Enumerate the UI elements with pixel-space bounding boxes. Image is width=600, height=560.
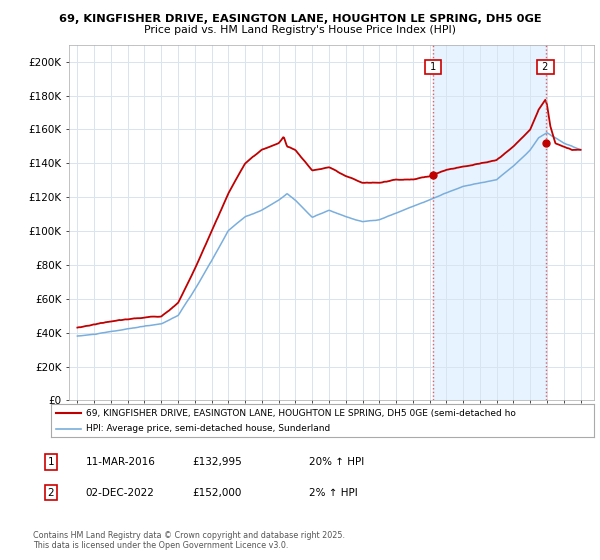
Text: 20% ↑ HPI: 20% ↑ HPI xyxy=(309,457,364,467)
Text: HPI: Average price, semi-detached house, Sunderland: HPI: Average price, semi-detached house,… xyxy=(86,424,331,433)
Text: 1: 1 xyxy=(47,457,55,467)
Text: Contains HM Land Registry data © Crown copyright and database right 2025.
This d: Contains HM Land Registry data © Crown c… xyxy=(33,530,345,550)
Text: £152,000: £152,000 xyxy=(192,488,241,498)
Text: 2% ↑ HPI: 2% ↑ HPI xyxy=(309,488,358,498)
Text: 11-MAR-2016: 11-MAR-2016 xyxy=(86,457,155,467)
Text: 1: 1 xyxy=(427,62,439,72)
Text: 02-DEC-2022: 02-DEC-2022 xyxy=(86,488,155,498)
Text: 69, KINGFISHER DRIVE, EASINGTON LANE, HOUGHTON LE SPRING, DH5 0GE: 69, KINGFISHER DRIVE, EASINGTON LANE, HO… xyxy=(59,14,541,24)
Text: £132,995: £132,995 xyxy=(192,457,242,467)
Text: Price paid vs. HM Land Registry's House Price Index (HPI): Price paid vs. HM Land Registry's House … xyxy=(144,25,456,35)
Text: 2: 2 xyxy=(47,488,55,498)
Text: 69, KINGFISHER DRIVE, EASINGTON LANE, HOUGHTON LE SPRING, DH5 0GE (semi-detached: 69, KINGFISHER DRIVE, EASINGTON LANE, HO… xyxy=(86,409,516,418)
Bar xyxy=(433,45,545,400)
Text: 2: 2 xyxy=(539,62,552,72)
